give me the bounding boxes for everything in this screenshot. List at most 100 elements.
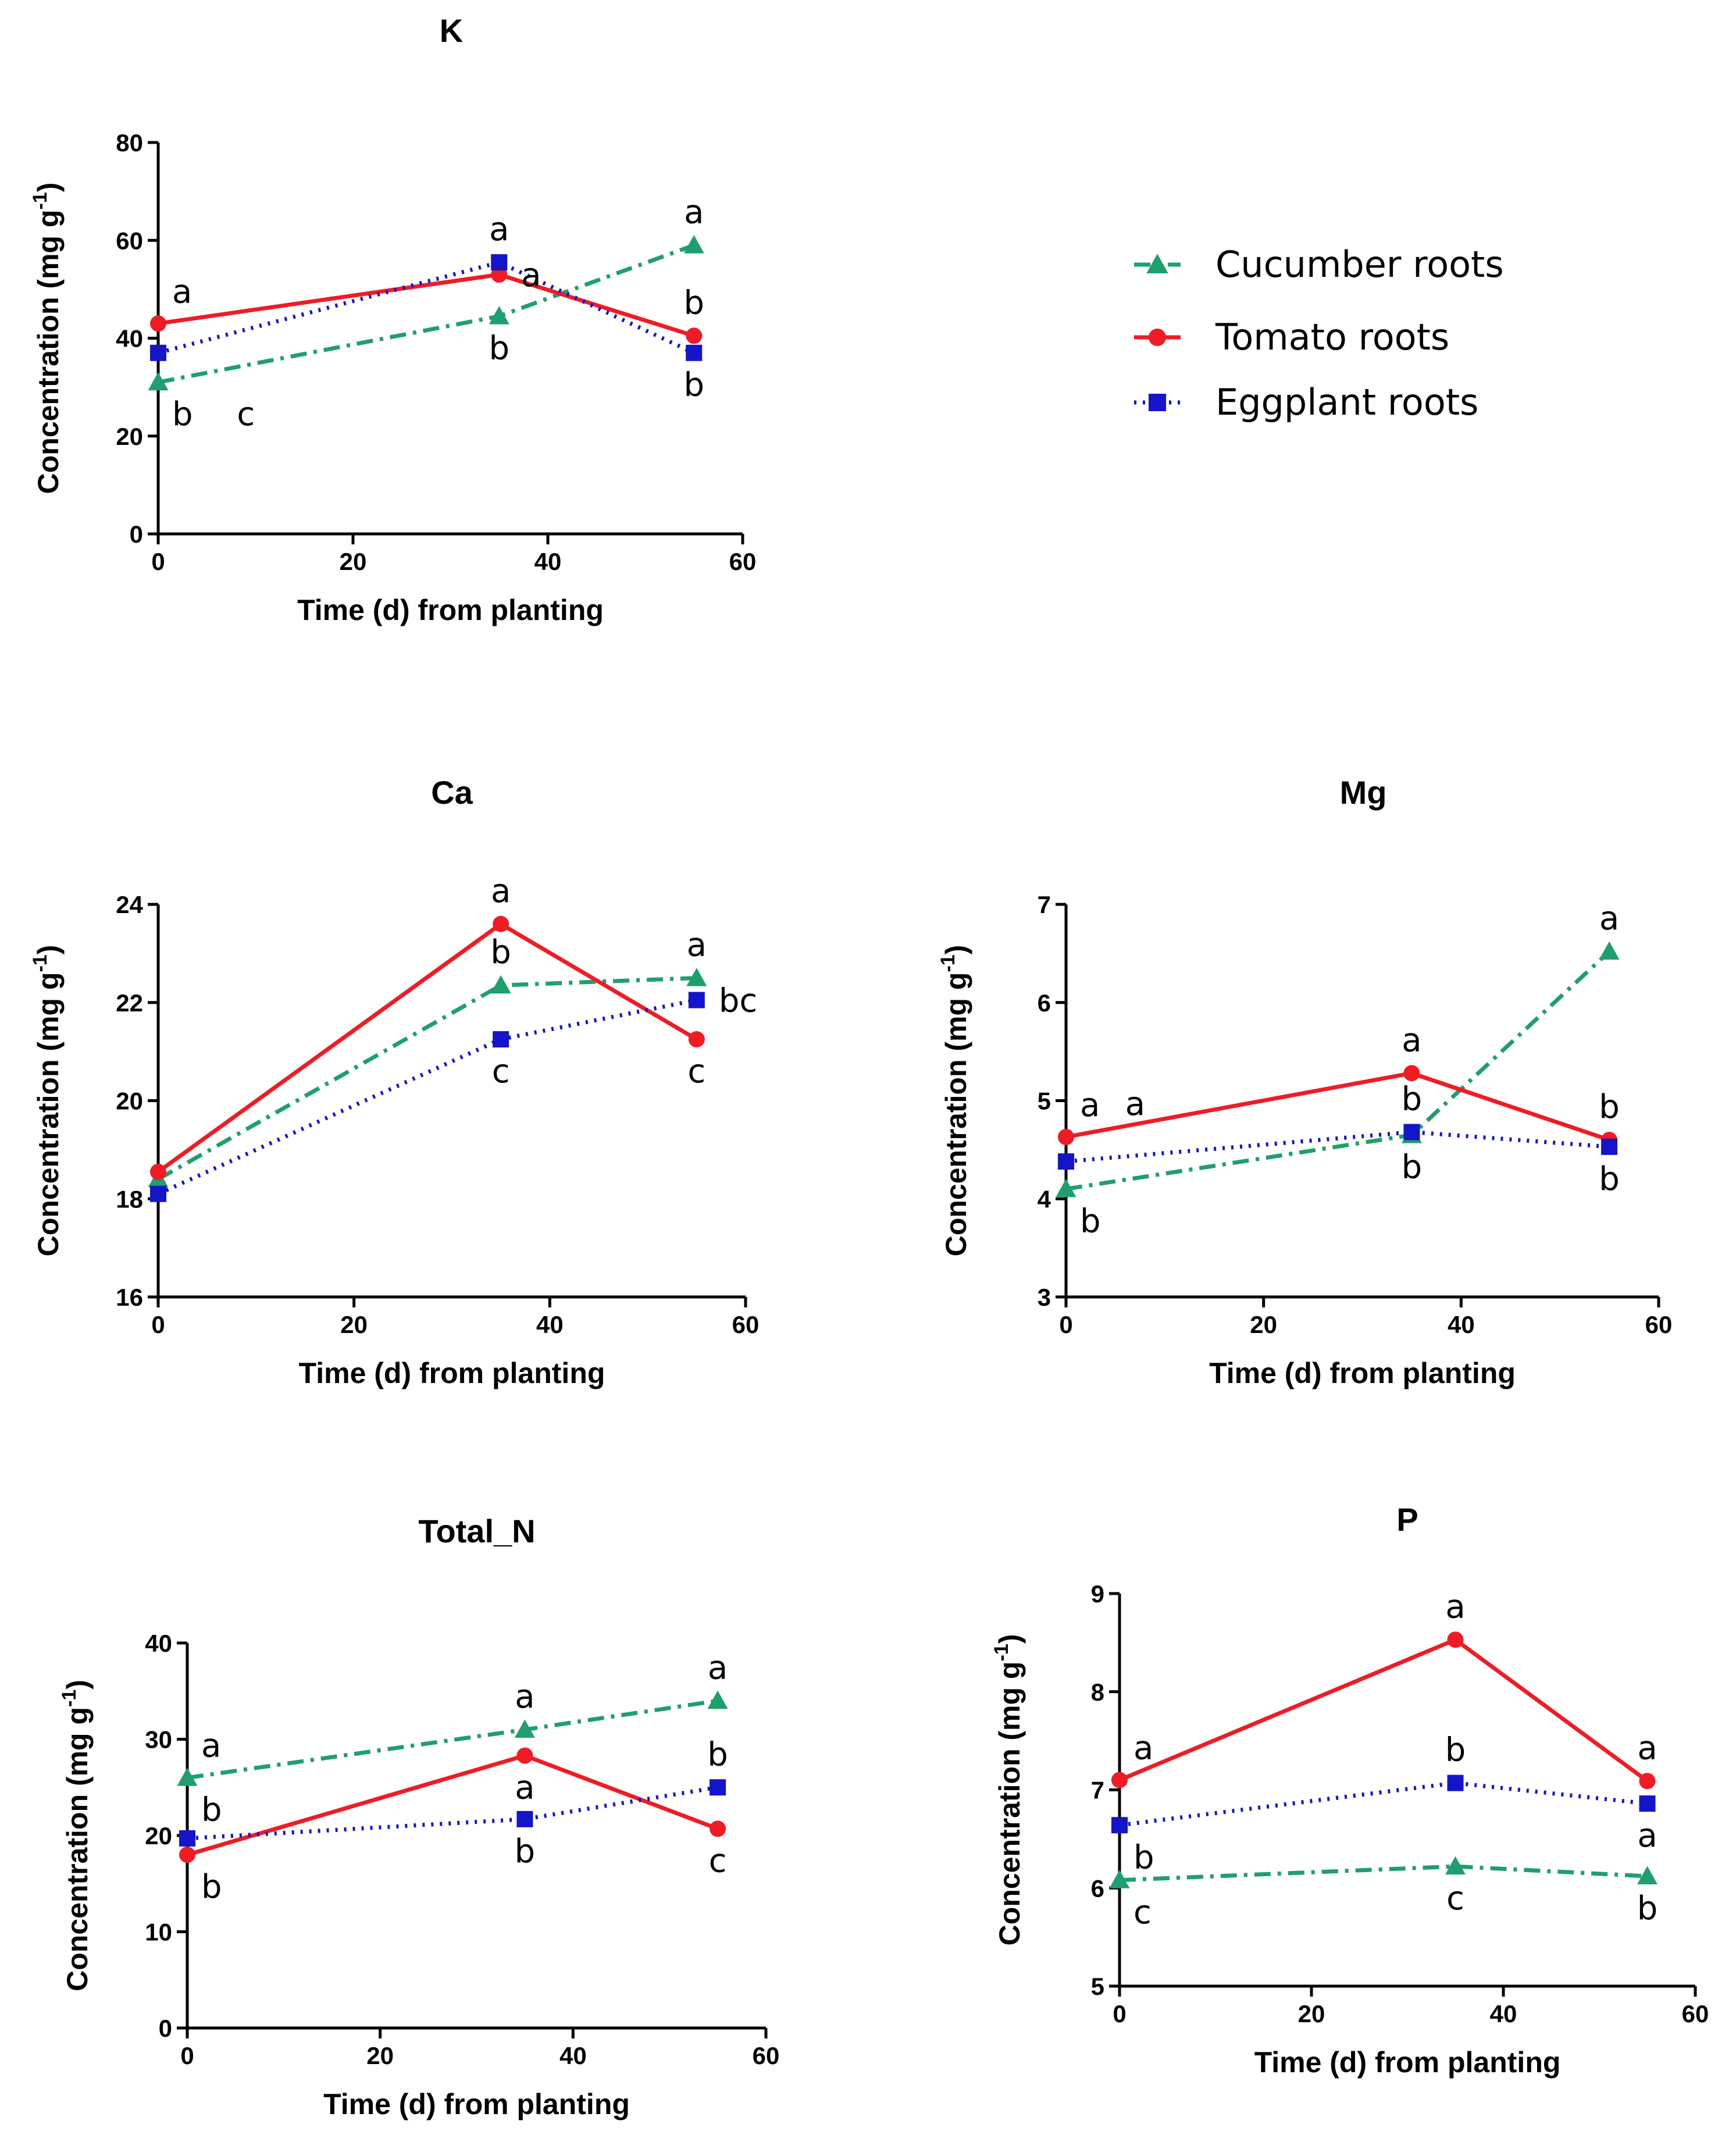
series-line-tomato <box>187 1753 719 1857</box>
chart-panel-total_n: Total_N 0 10 20 30 40 0 20 40 60 Time (d) from pla… <box>58 1513 779 2120</box>
data-point-eggplant <box>710 1779 726 1796</box>
legend-marker-tomato <box>1149 329 1166 346</box>
y-tick-label: 18 <box>116 1185 143 1213</box>
significance-letter: a <box>1080 1086 1100 1124</box>
significance-letter: a <box>201 1727 221 1765</box>
data-point-eggplant <box>1601 1138 1618 1155</box>
y-tick-label: 0 <box>130 521 143 548</box>
significance-letter: c <box>1133 1894 1152 1931</box>
significance-letter: b <box>1080 1202 1101 1240</box>
y-tick-label: 40 <box>116 325 143 352</box>
y-tick-label: 30 <box>145 1726 172 1753</box>
y-axis-label: Concentration (mg g-1) <box>990 1634 1026 1946</box>
significance-letter: a <box>1637 1817 1657 1855</box>
chart-panel-mg: Mg 3 4 5 6 7 0 20 40 60 Time (d) from planting Conc… <box>937 774 1672 1389</box>
significance-letter: c <box>237 395 255 433</box>
data-point-cucumber <box>683 235 704 254</box>
x-tick-label: 60 <box>753 2042 780 2069</box>
significance-letter: c <box>1446 1880 1464 1918</box>
data-point-tomato <box>491 266 508 283</box>
data-point-eggplant <box>1639 1795 1656 1812</box>
x-tick-label: 20 <box>1298 2000 1325 2027</box>
data-point-cucumber <box>489 306 509 325</box>
series-line-eggplant <box>158 260 695 355</box>
significance-letter: a <box>708 1649 728 1687</box>
significance-letter: a <box>684 194 704 231</box>
significance-letter: bc <box>719 982 757 1020</box>
y-tick-label: 20 <box>145 1822 172 1849</box>
significance-letter: b <box>515 1833 536 1870</box>
x-axis-label: Time (d) from planting <box>1254 2046 1561 2079</box>
y-tick-label: 24 <box>116 891 143 918</box>
significance-letter: a <box>515 1678 534 1716</box>
y-tick-label: 7 <box>1038 891 1051 918</box>
y-tick-label: 9 <box>1091 1580 1104 1608</box>
significance-letter: a <box>1445 1588 1465 1626</box>
data-point-eggplant <box>150 344 166 361</box>
data-point-cucumber <box>177 1767 198 1786</box>
data-point-cucumber <box>1109 1870 1130 1888</box>
significance-letter: b <box>1599 1088 1620 1126</box>
data-point-eggplant <box>1403 1124 1420 1141</box>
significance-letter: b <box>1402 1149 1423 1186</box>
chart-title: K <box>440 12 463 49</box>
y-axis-label: Concentration (mg g-1) <box>937 945 972 1257</box>
x-axis-label: Time (d) from planting <box>323 2088 630 2120</box>
y-tick-label: 7 <box>1091 1777 1104 1804</box>
data-point-tomato <box>150 1163 166 1180</box>
data-point-eggplant <box>1447 1774 1464 1791</box>
x-tick-label: 40 <box>534 548 562 575</box>
significance-letter: c <box>709 1842 727 1880</box>
data-point-tomato <box>1058 1128 1074 1145</box>
significance-letter: a <box>491 872 511 910</box>
x-tick-label: 40 <box>559 2042 587 2069</box>
x-tick-label: 0 <box>1113 2000 1126 2027</box>
data-point-cucumber <box>148 372 169 391</box>
series-line-eggplant <box>1065 1130 1610 1164</box>
data-point-tomato <box>1111 1772 1128 1788</box>
data-point-tomato <box>1403 1065 1420 1082</box>
data-point-eggplant <box>686 344 703 361</box>
chart-title: Mg <box>1340 774 1387 811</box>
significance-letter: a <box>1402 1021 1421 1059</box>
significance-letter: c <box>492 1053 510 1090</box>
series-line-cucumber <box>1065 950 1611 1191</box>
x-tick-label: 60 <box>729 548 757 575</box>
legend: Cucumber roots Tomato roots Eggplant roo… <box>1134 243 1504 423</box>
significance-letter: a <box>1637 1729 1657 1767</box>
legend-label-cucumber: Cucumber roots <box>1215 243 1504 286</box>
significance-letter: c <box>687 1053 705 1090</box>
data-point-eggplant <box>1111 1817 1128 1834</box>
y-tick-label: 22 <box>116 989 143 1017</box>
x-tick-label: 20 <box>340 548 367 575</box>
data-point-eggplant <box>688 992 705 1008</box>
y-tick-label: 3 <box>1038 1284 1051 1311</box>
significance-letter: a <box>687 926 707 964</box>
series-line-cucumber <box>187 1698 718 1780</box>
significance-letter: a <box>1599 900 1619 938</box>
legend-entry-tomato: Tomato roots <box>1134 316 1449 358</box>
series-line-tomato <box>1065 1071 1610 1142</box>
data-point-cucumber <box>1056 1178 1076 1197</box>
data-point-eggplant <box>150 1185 166 1202</box>
chart-title: Total_N <box>418 1513 535 1549</box>
x-tick-label: 20 <box>366 2042 394 2069</box>
data-point-cucumber <box>707 1690 728 1709</box>
chart-panel-ca: Ca 16 18 20 22 24 0 20 40 60 Time (d) from plantin… <box>29 774 759 1389</box>
y-axis-label: Concentration (mg g-1) <box>29 183 65 494</box>
x-tick-label: 60 <box>1682 2000 1709 2027</box>
significance-letter: b <box>1599 1160 1620 1198</box>
data-point-cucumber <box>1637 1866 1657 1884</box>
significance-letter: b <box>201 1791 222 1829</box>
significance-letter: b <box>683 366 704 404</box>
x-tick-label: 40 <box>1490 2000 1517 2027</box>
y-tick-label: 5 <box>1091 1973 1104 2000</box>
legend-marker-cucumber <box>1146 254 1168 273</box>
data-point-cucumber <box>686 968 707 986</box>
data-point-tomato <box>1639 1773 1656 1790</box>
y-tick-label: 40 <box>145 1630 172 1657</box>
x-tick-label: 20 <box>340 1311 368 1338</box>
x-tick-label: 60 <box>1645 1311 1673 1338</box>
data-point-eggplant <box>1058 1153 1074 1170</box>
